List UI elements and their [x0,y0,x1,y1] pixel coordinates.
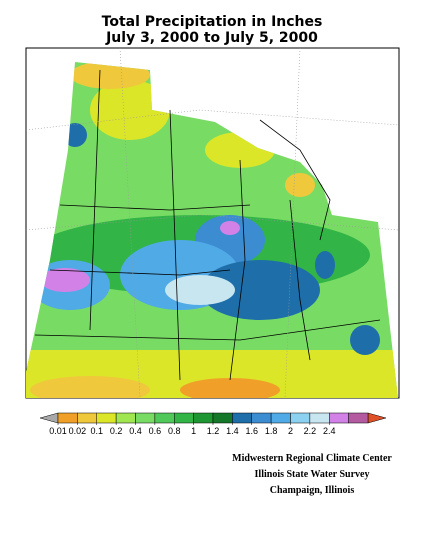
legend-tick-label: 0.1 [90,426,103,436]
legend-bin [251,412,272,424]
legend-bin [270,412,291,424]
precip-area [40,268,90,292]
precip-area [180,378,280,398]
legend-tick-label: 1.2 [207,426,220,436]
legend-over [367,412,387,424]
legend-bin [135,412,156,424]
legend-tick-label: 0.8 [168,426,181,436]
precip-area [220,221,240,235]
color-legend: 0.01 0.02 0.1 0.2 0.4 0.6 0.8 1 1.2 1.4 1.6 1.8 2 2.2… [39,412,387,436]
graticule-line [25,214,400,231]
state-line [169,109,181,381]
legend-bin [212,412,233,424]
precip-area [30,376,150,398]
legend-bin [290,412,311,424]
map [25,47,400,399]
precip-area [200,260,320,320]
legend-tick-label: 1.4 [226,426,239,436]
legend-bin [329,412,349,424]
precip-area [315,251,335,279]
legend-under [39,412,59,424]
legend-tick-label: 0.4 [129,426,142,436]
legend-bin [348,412,369,424]
graticule-line [284,47,301,399]
legend-tick-label: 0.2 [110,426,123,436]
legend-tick-label: 1.6 [245,426,258,436]
legend-bin [309,412,330,424]
graticule [25,47,400,399]
legend-bin [57,412,78,424]
legend-tick-label: 0.6 [149,426,162,436]
legend-bin [154,412,175,424]
state-line [59,204,251,211]
legend-bin [193,412,214,424]
legend-tick-label: 0.02 [69,426,87,436]
legend-bin [115,412,136,424]
legend-bin [77,412,97,424]
precip-area [285,173,315,197]
title-line: Total Precipitation in Inches [102,14,323,30]
legend-bin [232,412,252,424]
legend-bin [174,412,194,424]
borders [34,69,381,381]
legend-tick-label: 2.4 [323,426,336,436]
legend-bin [96,412,117,424]
legend-tick-label: 0.01 [49,426,67,436]
legend-tick-label: 1.8 [265,426,278,436]
state-line [89,69,101,331]
legend-tick-label: 1 [191,426,196,436]
credit: Midwestern Regional Climate Center [232,453,392,464]
state-line [34,319,381,341]
precip-area [350,325,380,355]
credit: Illinois State Water Survey [255,469,370,480]
state-line [49,269,231,276]
legend-tick-label: 2.2 [304,426,317,436]
precip-area [165,275,235,305]
state-line [289,199,311,361]
coast-line [259,119,331,241]
precip-area [90,80,170,140]
legend-tick-label: 2 [288,426,293,436]
title-line: July 3, 2000 to July 5, 2000 [105,30,318,46]
credit: Champaign, Illinois [270,485,355,496]
state-line [229,159,246,381]
precip-area [70,62,150,89]
